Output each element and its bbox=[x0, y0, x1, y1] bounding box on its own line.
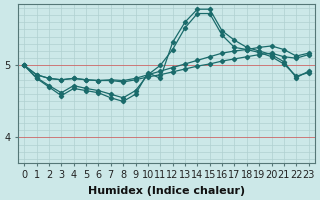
X-axis label: Humidex (Indice chaleur): Humidex (Indice chaleur) bbox=[88, 186, 245, 196]
